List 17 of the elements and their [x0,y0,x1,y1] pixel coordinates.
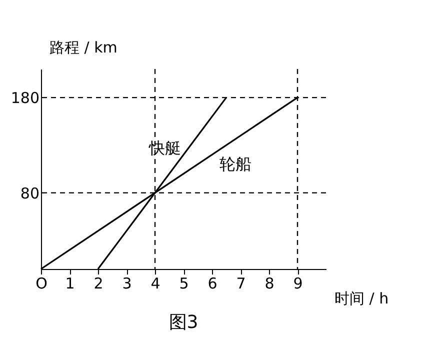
series-label: 快艇 [148,138,182,158]
x-tick-label: O [36,274,48,292]
x-tick-label: 3 [122,274,132,292]
x-tick-label: 9 [293,274,303,292]
x-tick-label: 4 [150,274,160,292]
y-tick-label: 180 [10,89,40,108]
y-axis-title: 路程 / km [50,38,118,56]
x-axis-title: 时间 / h [334,290,389,308]
x-tick-label: 1 [65,274,75,292]
y-tick-label: 80 [20,184,40,202]
x-tick-label: 5 [179,274,189,292]
caption: 图3 [168,312,198,333]
x-tick-label: 2 [94,274,104,292]
x-tick-label: 8 [264,274,274,292]
series-label: 轮船 [219,154,252,174]
x-tick-label: 6 [208,274,218,292]
x-tick-label: 7 [236,274,246,292]
